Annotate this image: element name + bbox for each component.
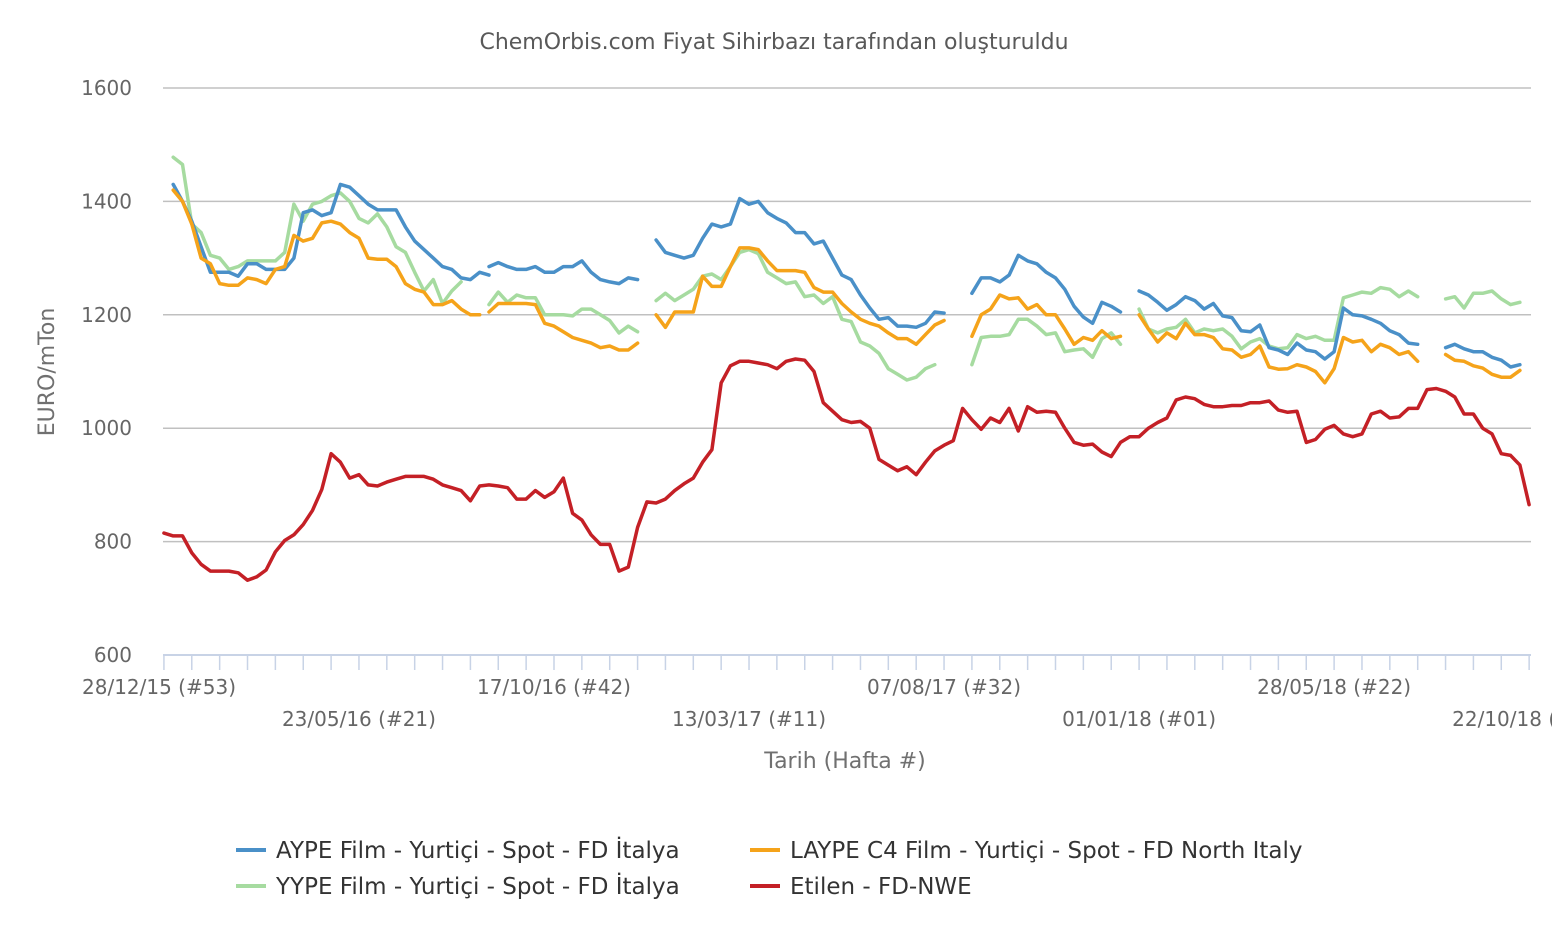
- y-tick-label: 800: [94, 530, 132, 554]
- x-tick-label: 28/12/15 (#53): [82, 675, 236, 699]
- series-line-3: [162, 357, 1531, 582]
- x-tick-label: 28/05/18 (#22): [1257, 675, 1411, 699]
- y-tick-label: 600: [94, 643, 132, 667]
- series-line-2: [1443, 289, 1522, 310]
- y-tick-label: 1600: [81, 76, 132, 100]
- legend-item[interactable]: Etilen - FD-NWE: [750, 874, 972, 900]
- legend-item[interactable]: YYPE Film - Yurtiçi - Spot - FD İtalya: [236, 872, 680, 900]
- series-line-1: [654, 246, 946, 347]
- legend-label: Etilen - FD-NWE: [790, 874, 972, 900]
- series-line-0: [1137, 289, 1420, 361]
- y-tick-label: 1400: [81, 189, 132, 213]
- x-tick-label: 13/03/17 (#11): [672, 707, 826, 731]
- series-line-2: [970, 317, 1123, 367]
- x-tick-label: 23/05/16 (#21): [282, 707, 436, 731]
- series-line-1: [970, 293, 1123, 347]
- series-line-0: [654, 196, 946, 330]
- chart-title: ChemOrbis.com Fiyat Sihirbazı tarafından…: [479, 30, 1068, 55]
- series-line-1: [487, 301, 640, 352]
- y-tick-label: 1000: [81, 416, 132, 440]
- series-group: [162, 155, 1531, 582]
- legend-label: LAYPE C4 Film - Yurtiçi - Spot - FD Nort…: [790, 838, 1303, 864]
- legend-item[interactable]: AYPE Film - Yurtiçi - Spot - FD İtalya: [236, 836, 680, 864]
- y-axis-ticks: 1600 1400 1200 1000 800 600: [81, 76, 132, 667]
- x-axis-title: Tarih (Hafta #): [763, 749, 925, 774]
- series-line-2: [1137, 285, 1420, 351]
- series-line-1: [171, 188, 482, 317]
- x-tick-label: 22/10/18 (#43): [1452, 707, 1552, 731]
- series-line-1: [1443, 352, 1522, 379]
- series-line-2: [171, 155, 463, 306]
- legend-label: AYPE Film - Yurtiçi - Spot - FD İtalya: [276, 836, 680, 864]
- series-line-0: [171, 182, 491, 282]
- series-line-0: [1443, 342, 1522, 369]
- legend-label: YYPE Film - Yurtiçi - Spot - FD İtalya: [275, 872, 680, 900]
- y-tick-label: 1200: [81, 303, 132, 327]
- series-line-0: [970, 253, 1123, 326]
- series-line-0: [487, 259, 640, 286]
- x-axis: 28/12/15 (#53) 23/05/16 (#21) 17/10/16 (#4…: [82, 654, 1552, 731]
- series-line-2: [487, 290, 640, 335]
- series-line-1: [1137, 313, 1420, 385]
- y-axis-title: EURO/mTon: [35, 308, 60, 437]
- legend-item[interactable]: LAYPE C4 Film - Yurtiçi - Spot - FD Nort…: [750, 838, 1303, 864]
- x-tick-label: 01/01/18 (#01): [1062, 707, 1216, 731]
- x-tick-label: 17/10/16 (#42): [477, 675, 631, 699]
- x-tick-label: 07/08/17 (#32): [867, 675, 1021, 699]
- legend: AYPE Film - Yurtiçi - Spot - FD İtalya LA…: [236, 836, 1303, 900]
- gridlines: [163, 87, 1531, 543]
